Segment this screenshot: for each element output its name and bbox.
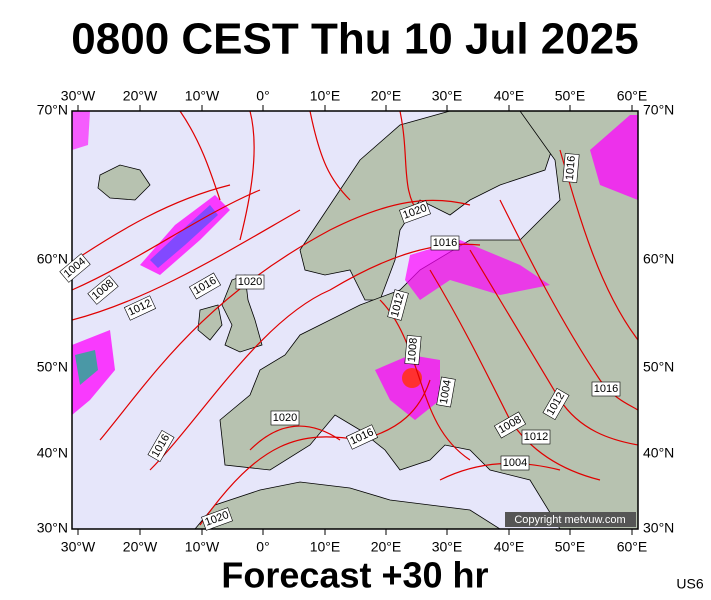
scandinavia bbox=[299, 111, 556, 301]
precip bbox=[405, 240, 550, 300]
isobar-label: 1012 bbox=[387, 289, 409, 321]
lon-label: 30°W bbox=[61, 539, 96, 555]
isobar-label-box bbox=[399, 200, 431, 224]
isobar-label-box bbox=[59, 253, 91, 283]
isobar-label-text: 1016 bbox=[433, 237, 457, 249]
isobar-label-box bbox=[521, 429, 551, 445]
isobar-label-text: 1004 bbox=[503, 457, 527, 469]
isobar-label-text: 1004 bbox=[438, 379, 454, 405]
lat-label: 50°N bbox=[37, 359, 68, 375]
copyright: Copyright metvuw.com bbox=[514, 514, 625, 526]
lon-label: 40°E bbox=[494, 539, 525, 555]
isobar-label: 1008 bbox=[404, 335, 422, 365]
isobar-label-text: 1020 bbox=[273, 412, 297, 424]
lat-label: 70°N bbox=[37, 102, 68, 118]
isobar-label-text: 1016 bbox=[594, 383, 618, 395]
lon-label: 20°E bbox=[371, 539, 402, 555]
isobar-label-text: 1016 bbox=[564, 155, 578, 180]
isobar-label-box bbox=[562, 153, 580, 183]
lat-label: 30°N bbox=[643, 520, 674, 536]
lon-label: 50°E bbox=[555, 88, 586, 104]
isobar-label-box bbox=[147, 429, 175, 463]
lat-label: 60°N bbox=[643, 251, 674, 267]
precip bbox=[72, 111, 90, 150]
isobar-label-box bbox=[493, 411, 527, 439]
precip bbox=[375, 355, 440, 420]
isobar-label-box bbox=[87, 275, 119, 305]
isobar-label: 1016 bbox=[591, 381, 621, 397]
lon-label: 20°W bbox=[123, 88, 158, 104]
lon-label: 60°E bbox=[617, 539, 648, 555]
lon-label: 30°E bbox=[432, 88, 463, 104]
precip bbox=[75, 350, 98, 385]
isobar-label-text: 1020 bbox=[238, 276, 262, 288]
isobar-label-box bbox=[345, 424, 379, 450]
isobar-label-box bbox=[591, 381, 621, 397]
forecast: Forecast +30 hr bbox=[221, 555, 488, 596]
isobar-label-box bbox=[542, 387, 570, 421]
lat-label: 50°N bbox=[643, 359, 674, 375]
precip bbox=[590, 115, 638, 200]
isobar-label: 1004 bbox=[436, 376, 456, 408]
precip-core bbox=[402, 368, 422, 388]
lon-label: 30°W bbox=[61, 88, 96, 104]
lon-label: 20°E bbox=[371, 88, 402, 104]
isobar-label-box bbox=[188, 272, 222, 300]
isobar-label: 1012 bbox=[521, 429, 551, 445]
lat-label: 40°N bbox=[643, 445, 674, 461]
lon-label: 10°W bbox=[185, 88, 220, 104]
isobar-label-box bbox=[270, 410, 300, 426]
isobar-label-text: 1008 bbox=[406, 337, 420, 362]
lon-label: 20°W bbox=[123, 539, 158, 555]
isobars bbox=[72, 111, 638, 526]
isobar-label: 1016 bbox=[562, 153, 580, 183]
lon-label: 60°E bbox=[617, 88, 648, 104]
lon-label: 50°E bbox=[555, 539, 586, 555]
lon-label: 30°E bbox=[432, 539, 463, 555]
lon-label: 0° bbox=[256, 539, 269, 555]
africa bbox=[194, 481, 501, 529]
copyright-box bbox=[505, 512, 636, 527]
isobar-label-box bbox=[436, 376, 456, 408]
isobar-label: 1020 bbox=[399, 200, 431, 224]
isobar-label-box bbox=[235, 274, 265, 290]
isobar-label: 1020 bbox=[201, 507, 233, 531]
precip bbox=[150, 205, 218, 268]
isobar-label-text: 1012 bbox=[524, 431, 548, 443]
isobar-label: 1004 bbox=[500, 455, 530, 471]
isobar-label-box bbox=[500, 455, 530, 471]
iceland bbox=[97, 164, 151, 201]
lon-label: 10°E bbox=[310, 539, 341, 555]
map-frame bbox=[71, 110, 639, 530]
isobar-label-box bbox=[404, 335, 422, 365]
lat-label: 30°N bbox=[37, 520, 68, 536]
isobar-label: 1016 bbox=[430, 235, 460, 251]
ireland bbox=[197, 304, 223, 341]
title: 0800 CEST Thu 10 Jul 2025 bbox=[71, 15, 638, 64]
map: Copyright metvuw.com bbox=[71, 110, 639, 530]
lat-label: 70°N bbox=[643, 102, 674, 118]
isobar-label-box bbox=[430, 235, 460, 251]
lon-label: 0° bbox=[256, 88, 269, 104]
model-code: US6 bbox=[676, 576, 703, 592]
isobar-label: 1020 bbox=[235, 274, 265, 290]
isobar-label-box bbox=[201, 507, 233, 531]
isobar-label: 1020 bbox=[270, 410, 300, 426]
isobar-label-box bbox=[123, 295, 157, 321]
lat-label: 60°N bbox=[37, 251, 68, 267]
lon-label: 40°E bbox=[494, 88, 525, 104]
lon-label: 10°W bbox=[185, 539, 220, 555]
isobar-label-box bbox=[387, 289, 409, 321]
lon-label: 10°E bbox=[310, 88, 341, 104]
lat-label: 40°N bbox=[37, 445, 68, 461]
